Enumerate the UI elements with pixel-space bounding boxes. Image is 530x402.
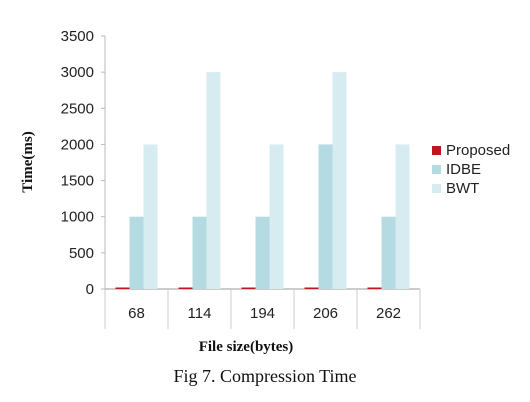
bar-proposed-194 xyxy=(241,287,256,289)
y-tick-label: 1500 xyxy=(61,173,94,190)
bar-bwt-68 xyxy=(143,144,158,289)
bar-idbe-114 xyxy=(192,216,207,289)
bar-proposed-206 xyxy=(304,287,319,289)
legend-label-idbe: IDBE xyxy=(446,161,481,178)
bar-proposed-68 xyxy=(115,287,130,289)
y-axis-title: Time(ms) xyxy=(20,131,36,192)
bar-idbe-262 xyxy=(381,216,396,289)
x-axis-ticks: 68 114 194 206 262 xyxy=(104,289,421,329)
y-axis-ticks: 0 500 1000 1500 2000 2500 3000 3500 xyxy=(61,28,105,298)
legend-swatch-proposed xyxy=(432,146,441,155)
y-tick-label: 2000 xyxy=(61,136,94,153)
bars xyxy=(115,72,410,290)
compression-time-chart: 0 500 1000 1500 2000 2500 3000 3500 68 114 194 206… xyxy=(20,28,510,355)
bar-bwt-114 xyxy=(206,72,221,290)
bar-proposed-114 xyxy=(178,287,193,289)
legend-label-proposed: Proposed xyxy=(446,142,510,159)
y-tick-label: 500 xyxy=(69,245,94,262)
x-tick-label: 262 xyxy=(376,305,401,322)
y-tick-label: 3500 xyxy=(61,28,94,45)
legend-swatch-idbe xyxy=(432,165,441,174)
bar-proposed-262 xyxy=(367,287,382,289)
bar-idbe-194 xyxy=(255,216,270,289)
y-tick-label: 3000 xyxy=(61,64,94,81)
legend-label-bwt: BWT xyxy=(446,180,479,197)
x-tick-label: 114 xyxy=(188,305,212,322)
legend: Proposed IDBE BWT xyxy=(432,142,510,197)
y-tick-label: 1000 xyxy=(61,209,94,226)
x-tick-label: 68 xyxy=(128,305,145,322)
bar-bwt-262 xyxy=(395,144,410,289)
y-tick-label: 0 xyxy=(86,281,94,298)
legend-swatch-bwt xyxy=(432,184,441,193)
x-tick-label: 206 xyxy=(313,305,338,322)
figure-caption: Fig 7. Compression Time xyxy=(173,366,357,386)
y-tick-label: 2500 xyxy=(61,100,94,117)
bar-idbe-206 xyxy=(318,144,333,289)
bar-bwt-194 xyxy=(269,144,284,289)
x-tick-label: 194 xyxy=(250,305,275,322)
bar-idbe-68 xyxy=(129,216,144,289)
bar-bwt-206 xyxy=(332,72,347,290)
x-axis-title: File size(bytes) xyxy=(199,339,294,355)
